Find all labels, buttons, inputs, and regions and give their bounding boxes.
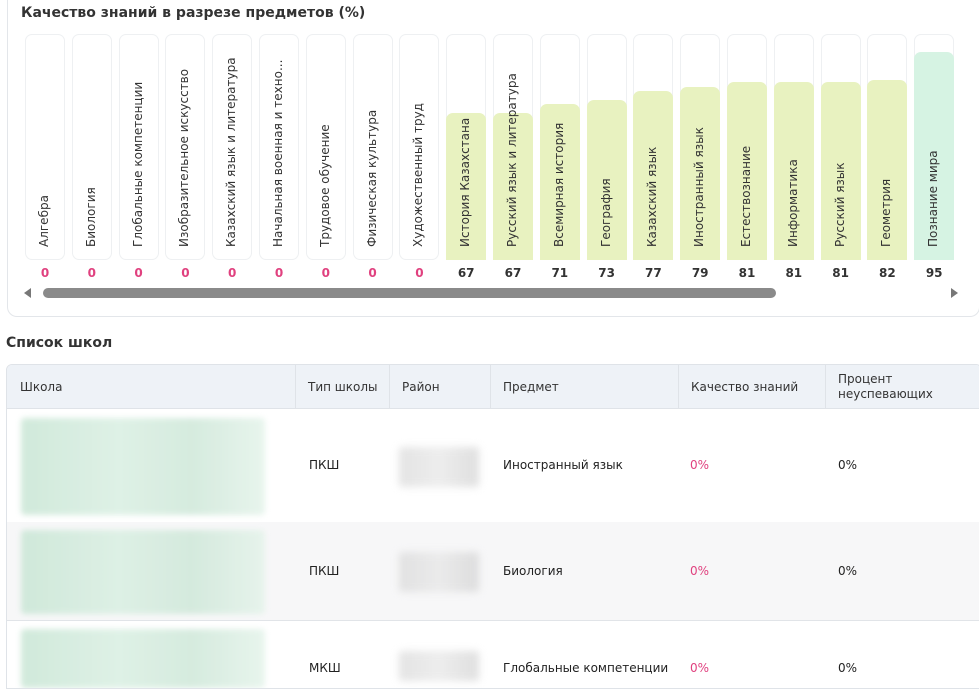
- failing-percent: 0%: [838, 661, 858, 675]
- knowledge-quality: 0%: [690, 564, 710, 578]
- bar[interactable]: [727, 82, 767, 260]
- chart-scrollbar[interactable]: [38, 287, 944, 299]
- col-header-district[interactable]: Район: [402, 379, 440, 394]
- bar[interactable]: [446, 113, 487, 260]
- district-redacted: [399, 552, 479, 592]
- bar-column[interactable]: Казахский язык и литература: [212, 34, 253, 260]
- col-header-quality[interactable]: Качество знаний: [691, 379, 799, 394]
- table-header: Школа Тип школы Район Предмет Качество з…: [7, 365, 979, 409]
- knowledge-quality: 0%: [690, 458, 710, 472]
- col-header-school[interactable]: Школа: [20, 379, 63, 394]
- bar-column[interactable]: Алгебра: [25, 34, 65, 260]
- bar[interactable]: [914, 51, 955, 260]
- col-header-subject[interactable]: Предмет: [503, 379, 559, 394]
- bar[interactable]: [867, 80, 908, 260]
- bar[interactable]: [680, 86, 721, 260]
- bar-column[interactable]: Глобальные компетенции: [118, 34, 159, 260]
- bar-value-label: 67: [457, 266, 475, 280]
- table-row[interactable]: ПКШ Биология 0% 0%: [7, 522, 979, 621]
- subject-quality-chart: Алгебра 0 Биология 0 Глобальные компетенции 0…: [25, 34, 979, 280]
- bar-value-label: 95: [925, 266, 943, 280]
- bar-value-label: 0: [228, 266, 237, 280]
- bar-value-label: 0: [321, 266, 330, 280]
- failing-percent: 0%: [838, 564, 858, 578]
- bar-column[interactable]: Русский язык: [820, 34, 861, 260]
- table-row[interactable]: ПКШ Иностранный язык 0% 0%: [7, 409, 979, 523]
- table-row[interactable]: МКШ Глобальные компетенции 0% 0%: [7, 621, 979, 688]
- scroll-right-arrow-icon[interactable]: [951, 288, 958, 298]
- school-type: ПКШ: [309, 564, 340, 578]
- bar[interactable]: [493, 113, 533, 260]
- school-name-redacted: [21, 629, 265, 688]
- bar-value-label: 0: [274, 266, 284, 280]
- school-name-redacted: [21, 418, 265, 515]
- scroll-left-arrow-icon[interactable]: [24, 288, 31, 298]
- bar-column[interactable]: Информатика: [773, 34, 814, 260]
- bar-value-label: 0: [181, 266, 190, 280]
- bar-column[interactable]: Начальная военная и техно...: [259, 34, 299, 260]
- bar-value-label: 0: [134, 266, 143, 280]
- bar[interactable]: [773, 82, 814, 260]
- subject: Иностранный язык: [503, 458, 623, 472]
- bar[interactable]: [539, 104, 580, 260]
- bar-value-label: 81: [785, 266, 803, 280]
- col-header-type[interactable]: Тип школы: [308, 379, 378, 394]
- knowledge-quality: 0%: [690, 661, 710, 675]
- bar-value-label: 71: [551, 266, 569, 280]
- bar-column[interactable]: Казахский язык: [633, 34, 674, 260]
- bar-value-label: 67: [504, 266, 522, 280]
- bar-column[interactable]: Изобразительное искусство: [165, 34, 206, 260]
- bar-column[interactable]: Русский язык и литература: [493, 34, 533, 260]
- bar-value-label: 0: [87, 266, 96, 280]
- bar-column[interactable]: Физическая культура: [352, 34, 393, 260]
- bar-column[interactable]: Геометрия: [867, 34, 908, 260]
- bar-column[interactable]: Художественный труд: [399, 34, 440, 260]
- bar-column[interactable]: Всемирная история: [539, 34, 580, 260]
- failing-percent: 0%: [838, 458, 858, 472]
- chart-title: Качество знаний в разрезе предметов (%): [21, 5, 366, 21]
- schools-table: Школа Тип школы Район Предмет Качество з…: [6, 364, 979, 689]
- bar-value-label: 0: [40, 266, 50, 280]
- bar-value-label: 0: [368, 266, 377, 280]
- district-redacted: [399, 447, 479, 487]
- bar-column[interactable]: Биология: [71, 34, 112, 260]
- bar[interactable]: [820, 82, 861, 260]
- bar-column[interactable]: Познание мира: [914, 34, 955, 260]
- subject: Биология: [503, 564, 563, 578]
- scrollbar-thumb[interactable]: [43, 288, 776, 298]
- school-name-redacted: [21, 530, 265, 614]
- bar-value-label: 73: [598, 266, 615, 280]
- bar[interactable]: [633, 91, 674, 260]
- bar[interactable]: [586, 99, 627, 260]
- bar-value-label: 82: [879, 266, 896, 280]
- district-redacted: [399, 651, 479, 681]
- col-header-failing[interactable]: Процент неуспевающих: [838, 371, 933, 401]
- school-type: ПКШ: [309, 458, 340, 472]
- bar-value-label: 0: [415, 266, 424, 280]
- bar-column[interactable]: География: [586, 34, 627, 260]
- bar-column[interactable]: Иностранный язык: [680, 34, 721, 260]
- bar-value-label: 77: [645, 266, 662, 280]
- bar-column[interactable]: Естествознание: [727, 34, 767, 260]
- schools-section-title: Список школ: [6, 335, 113, 351]
- school-type: МКШ: [309, 661, 341, 675]
- bar-value-label: 81: [738, 266, 756, 280]
- bar-value-label: 81: [832, 266, 849, 280]
- bar-column[interactable]: История Казахстана: [446, 34, 487, 260]
- bar-value-label: 79: [691, 266, 709, 280]
- bar-column[interactable]: Трудовое обучение: [305, 34, 346, 260]
- subject: Глобальные компетенции: [503, 661, 669, 675]
